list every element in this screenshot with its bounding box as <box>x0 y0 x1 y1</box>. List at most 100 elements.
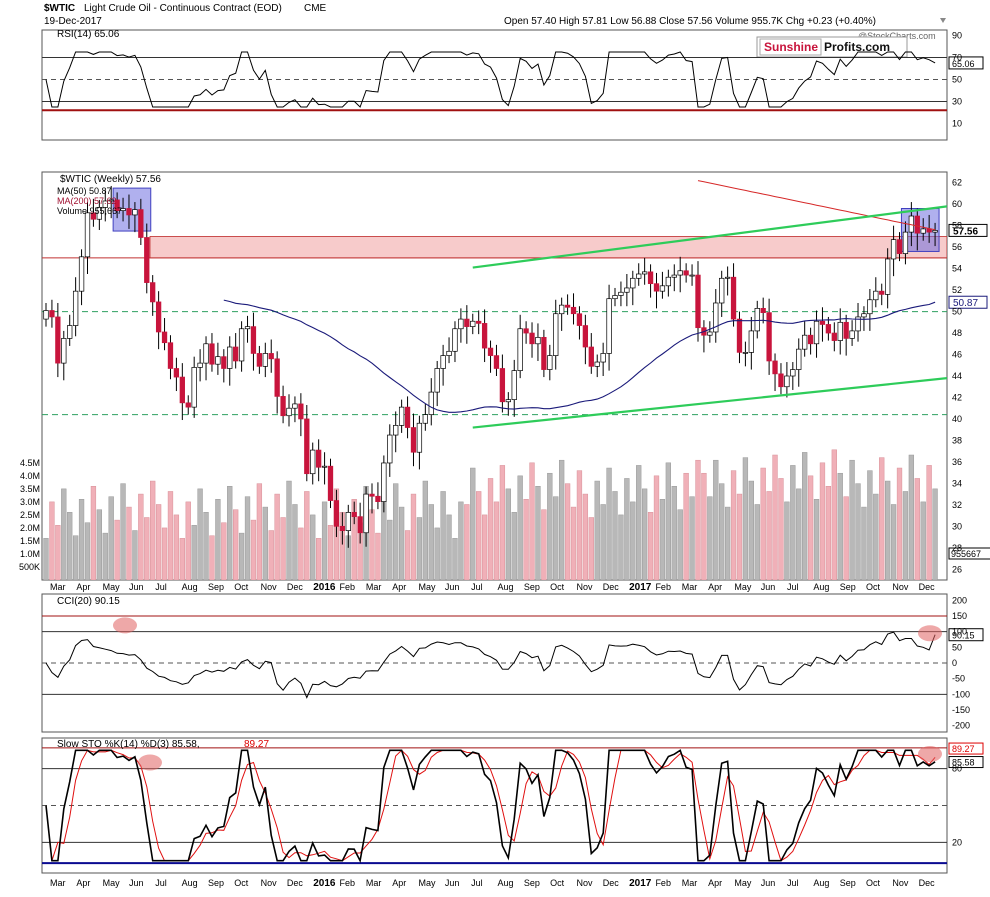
month-tick: Aug <box>813 582 829 592</box>
month-tick: Apr <box>708 878 722 888</box>
volume-bar <box>61 488 67 580</box>
month-tick: Sep <box>840 878 856 888</box>
volume-bar <box>784 501 790 580</box>
price-tick: 30 <box>952 521 962 531</box>
volume-bar <box>683 472 689 580</box>
volume-bar <box>481 514 488 580</box>
volume-bar <box>588 517 594 580</box>
volume-bar <box>873 493 879 580</box>
volume-bar <box>843 496 849 580</box>
rsi-tick: 10 <box>952 119 962 129</box>
candle-body <box>802 334 808 350</box>
month-tick: May <box>734 582 752 592</box>
candle-body <box>61 338 67 364</box>
month-tick: Mar <box>682 582 698 592</box>
volume-bar <box>713 459 719 580</box>
candle-body <box>84 212 91 258</box>
cci-tick: -200 <box>952 721 970 731</box>
volume-bar <box>890 504 897 580</box>
volume-bar <box>321 501 328 580</box>
month-tick: Apr <box>392 878 406 888</box>
close-tag-bg <box>948 223 988 237</box>
candle-body <box>665 276 672 287</box>
volume-bar <box>849 459 855 580</box>
volume-bar <box>505 488 511 580</box>
volume-tick: 3.5M <box>20 484 40 494</box>
volume-bar <box>819 462 826 580</box>
volume-bar <box>778 478 784 580</box>
candle-body <box>689 274 695 277</box>
volume-bar <box>304 491 310 580</box>
panel-frame-0 <box>41 29 948 141</box>
month-tick: May <box>419 582 437 592</box>
month-tick: Jul <box>471 582 483 592</box>
price-tick: 32 <box>952 500 962 510</box>
month-tick: Aug <box>182 582 198 592</box>
volume-bar <box>185 501 191 580</box>
candle-body <box>155 301 162 333</box>
price-legend-ma50: MA(50) 50.87 <box>57 186 112 196</box>
month-tick: Dec <box>919 582 936 592</box>
candle-body <box>541 336 547 370</box>
cci-tick: -100 <box>952 689 970 699</box>
volume-bar <box>96 509 102 580</box>
volume-bar <box>802 452 808 580</box>
candle-body <box>250 326 257 354</box>
candle-body <box>416 422 423 453</box>
cci-signal-circle <box>113 617 137 634</box>
volume-bar <box>150 480 156 580</box>
volume-bar <box>404 530 411 580</box>
volume-bar <box>209 535 215 580</box>
volume-bar <box>624 478 630 580</box>
candle-body <box>481 323 488 349</box>
candle-body <box>641 271 648 275</box>
candle-body <box>452 328 458 352</box>
rsi-tag: 65.06 <box>952 59 975 69</box>
candle-body <box>339 525 346 531</box>
month-tick: Sep <box>208 582 224 592</box>
price-tick: 52 <box>952 285 962 295</box>
candle-body <box>861 313 867 318</box>
month-tick: Feb <box>340 878 356 888</box>
sto-k-line <box>45 749 936 864</box>
volume-bar <box>298 527 304 580</box>
volume-bar <box>790 465 796 580</box>
candle-body <box>72 290 79 326</box>
cci-tag: 90.15 <box>952 631 975 641</box>
volume-bar <box>227 486 233 580</box>
candle-body <box>896 239 903 254</box>
volume-bar <box>553 496 559 580</box>
menu-arrow-icon[interactable] <box>940 18 946 23</box>
volume-bar <box>511 512 517 580</box>
volume-bar <box>470 467 476 580</box>
volume-bar <box>600 504 606 580</box>
month-tick: May <box>103 582 121 592</box>
volume-bar <box>677 509 683 580</box>
ma50-tag: 50.87 <box>953 298 978 309</box>
candle-body <box>535 336 541 345</box>
month-tick: Sep <box>524 878 540 888</box>
month-tick: Aug <box>498 878 514 888</box>
month-tick: Oct <box>866 582 881 592</box>
candle-body <box>748 330 754 353</box>
price-tick: 38 <box>952 435 962 445</box>
price-legend-volume: Volume 955,667 <box>57 206 122 216</box>
month-tick: Mar <box>366 582 382 592</box>
month-tick: Oct <box>866 878 881 888</box>
candle-body <box>813 320 820 345</box>
candle-body <box>280 396 286 417</box>
candle-body <box>244 326 251 330</box>
ma200-line <box>697 180 936 231</box>
month-tick: Mar <box>682 878 698 888</box>
close-tag: 57.56 <box>953 226 978 237</box>
price-tick: 60 <box>952 199 962 209</box>
candle-body <box>920 228 926 234</box>
volume-bar <box>398 506 405 580</box>
volume-bar <box>879 457 885 580</box>
volume-bar <box>120 483 126 580</box>
cci-tick: -150 <box>952 705 970 715</box>
volume-bar <box>43 538 49 580</box>
month-tick: Feb <box>655 878 671 888</box>
sto-signal-circle <box>138 754 162 771</box>
candle-body <box>126 208 132 216</box>
